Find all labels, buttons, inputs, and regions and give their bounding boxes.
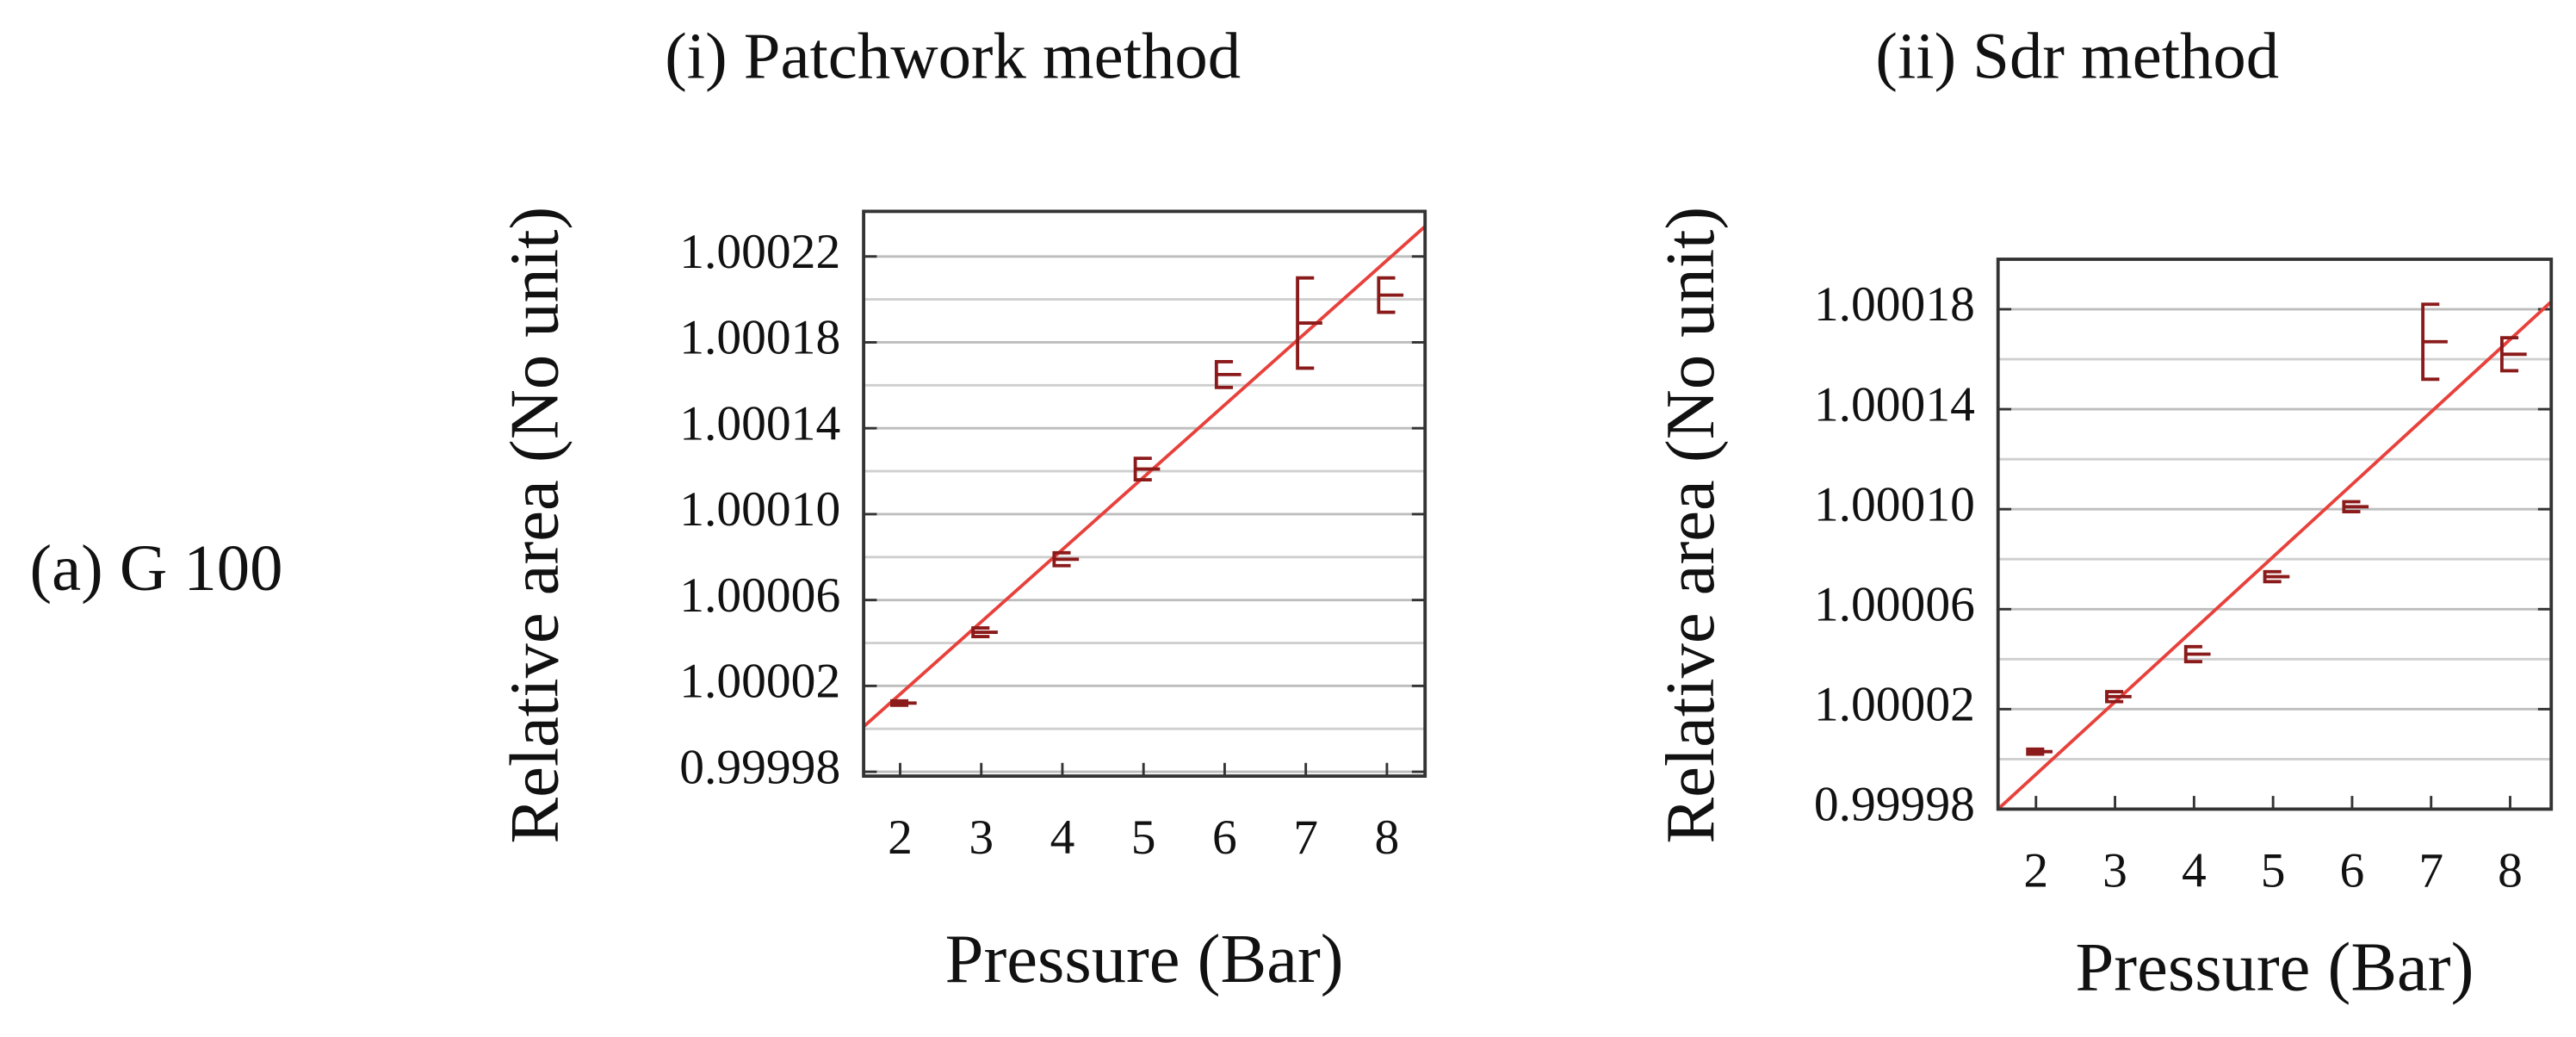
y-tick-label: 1.00018 [1814, 277, 1975, 332]
x-tick-label: 7 [2418, 843, 2443, 897]
y-tick-label: 1.00010 [679, 482, 840, 537]
y-tick-label: 1.00002 [679, 655, 840, 709]
x-tick-label: 7 [1293, 810, 1318, 865]
y-tick-label: 1.00010 [1814, 477, 1975, 531]
panel-label: (a) G 100 [30, 531, 283, 605]
y-axis-label: Relative area (No unit) [1652, 207, 1729, 844]
x-tick-label: 5 [1131, 810, 1156, 865]
x-tick-label: 3 [969, 810, 994, 865]
x-tick-label: 6 [2340, 843, 2365, 897]
y-tick-label: 1.00006 [1814, 577, 1975, 631]
y-tick-label: 1.00006 [679, 568, 840, 623]
x-tick-label: 2 [888, 810, 913, 865]
error-bar [2499, 336, 2519, 373]
y-tick-label: 1.00014 [679, 396, 840, 450]
x-tick-label: 2 [2023, 843, 2048, 897]
y-tick-label: 1.00022 [679, 225, 840, 279]
fit-line [862, 225, 1427, 729]
x-tick-label: 4 [1050, 810, 1075, 865]
x-tick-label: 5 [2261, 843, 2286, 897]
x-tick-label: 3 [2102, 843, 2127, 897]
y-axis-label: Relative area (No unit) [497, 207, 573, 844]
y-tick-label: 0.99998 [1814, 778, 1975, 832]
x-axis-label: Pressure (Bar) [2076, 929, 2474, 1006]
chart-title: (i) Patchwork method [665, 19, 1241, 92]
x-tick-label: 6 [1212, 810, 1237, 865]
chart-title: (ii) Sdr method [1875, 19, 2279, 92]
y-tick-label: 1.00018 [679, 311, 840, 365]
y-tick-label: 1.00002 [1814, 678, 1975, 732]
y-tick-label: 0.99998 [679, 740, 840, 794]
x-tick-label: 4 [2182, 843, 2207, 897]
x-axis-label: Pressure (Bar) [945, 921, 1344, 997]
fit-line [1997, 300, 2553, 810]
error-bar [2263, 569, 2282, 584]
plot-frame [862, 209, 1427, 778]
y-tick-label: 1.00014 [1814, 377, 1975, 432]
plot-frame [1996, 258, 2554, 811]
error-bar [2026, 747, 2045, 756]
x-tick-label: 8 [1375, 810, 1400, 865]
x-tick-label: 8 [2498, 843, 2523, 897]
